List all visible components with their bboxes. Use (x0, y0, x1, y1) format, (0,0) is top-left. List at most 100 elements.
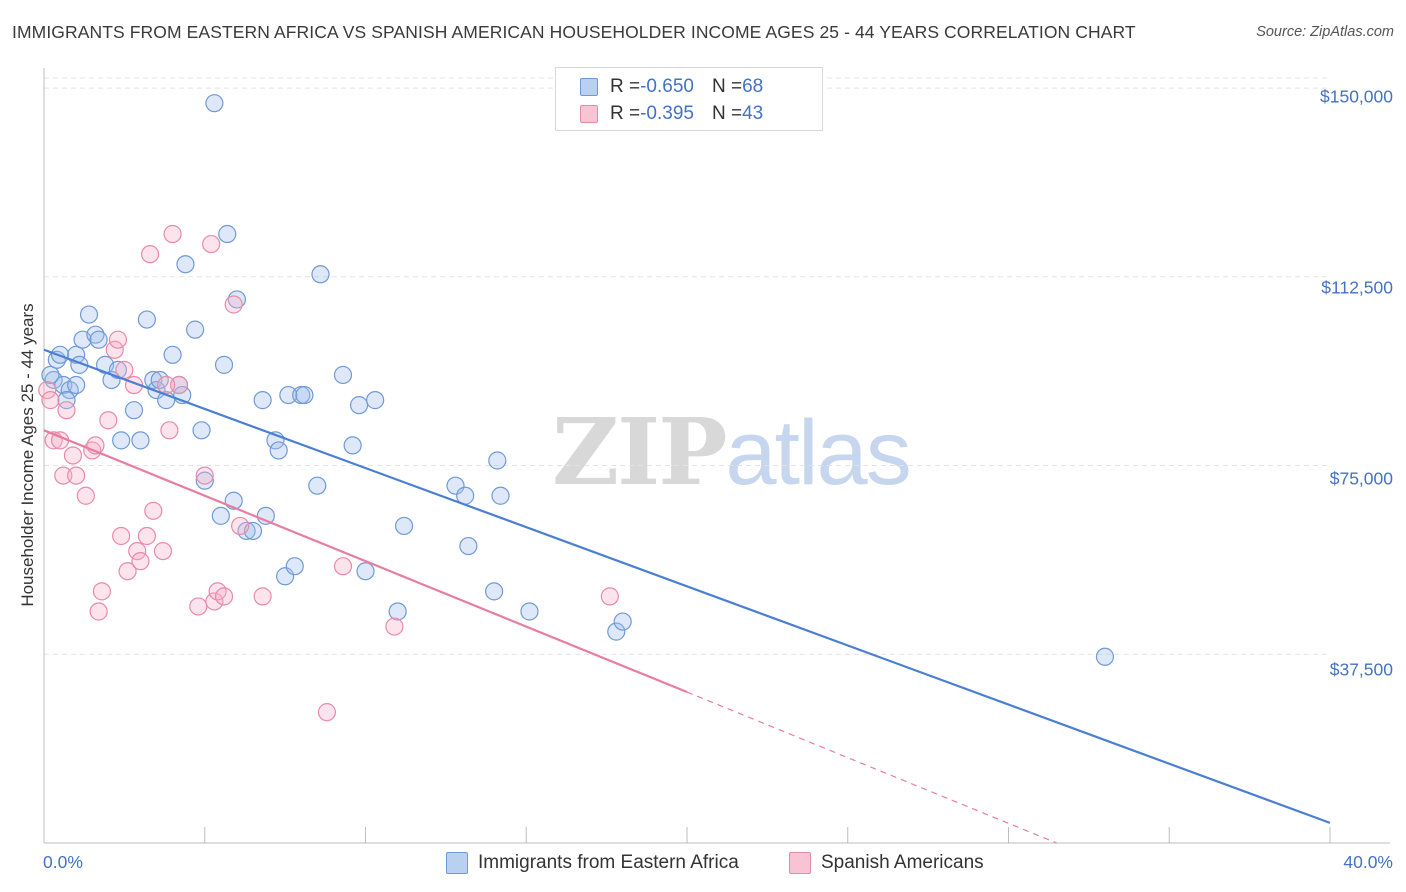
eastern-africa-point (89, 330, 108, 349)
eastern-africa-point (205, 94, 224, 113)
eastern-africa-point (285, 557, 304, 576)
eastern-africa-trendline (43, 348, 1331, 824)
eastern-africa-point (349, 396, 369, 415)
spanish-americans-point (317, 703, 337, 722)
eastern-africa-point (269, 441, 288, 460)
spanish-americans-point (89, 602, 108, 621)
y-tick-label-150000: $150,000 (1320, 86, 1393, 107)
spanish-americans-point (38, 380, 57, 400)
eastern-africa-point (192, 421, 211, 440)
legend-item-eastern-africa[interactable]: Immigrants from Eastern Africa (446, 852, 739, 874)
eastern-africa-point (211, 506, 230, 525)
eastern-africa-point (488, 451, 507, 470)
eastern-africa-point (86, 325, 105, 344)
eastern-africa-point (394, 516, 414, 536)
eastern-africa-point (607, 622, 626, 641)
source-label: Source: ZipAtlas.com (1256, 24, 1394, 40)
spanish-americans-point (57, 401, 76, 420)
spanish-americans-point (92, 582, 111, 601)
spanish-americans-point (67, 466, 86, 485)
spanish-americans-point (189, 597, 208, 616)
spanish-americans-point (54, 466, 73, 485)
eastern-africa-point (57, 391, 76, 410)
eastern-africa-point (131, 431, 150, 450)
eastern-africa-point (253, 391, 272, 410)
y-tick-label-75000: $75,000 (1329, 468, 1393, 489)
spanish-americans-point (195, 466, 214, 485)
stats-n-label: N = (711, 76, 743, 97)
spanish-americans-point (137, 526, 156, 546)
spanish-americans-point (231, 516, 250, 536)
eastern-africa-point (366, 391, 385, 410)
eastern-africa-point (256, 506, 275, 525)
legend-swatch-pink (789, 852, 811, 874)
spanish-americans-point (140, 245, 160, 264)
eastern-africa-point (44, 370, 63, 390)
spanish-americans-point (153, 541, 173, 561)
eastern-africa-point (311, 265, 330, 284)
spanish-americans-point (202, 234, 221, 254)
spanish-americans-point (41, 391, 60, 410)
eastern-africa-point (108, 360, 128, 380)
zipatlas-watermark: ZIPatlas (552, 398, 912, 506)
eastern-africa-point (214, 355, 234, 374)
spanish-americans-point (385, 617, 404, 636)
stats-n-value: 43 (742, 103, 764, 124)
stats-row-eastern-africa: R = -0.650 N = 68 (556, 73, 763, 101)
legend-item-spanish-americans[interactable]: Spanish Americans (789, 852, 984, 874)
spanish-americans-trendline (43, 429, 688, 694)
eastern-africa-point (218, 224, 237, 244)
eastern-africa-point (1095, 647, 1115, 666)
spanish-americans-point (105, 340, 124, 359)
spanish-americans-point (63, 446, 83, 465)
stats-n-value: 68 (742, 76, 764, 97)
eastern-africa-point (186, 320, 205, 339)
spanish-americans-point (160, 421, 179, 440)
spanish-americans-point (205, 592, 224, 611)
eastern-africa-point (388, 602, 407, 621)
eastern-africa-point (227, 290, 246, 309)
stats-row-spanish-americans: R = -0.395 N = 43 (556, 100, 763, 128)
spanish-americans-trendline-extension (686, 691, 1057, 844)
eastern-africa-point (112, 431, 131, 450)
eastern-africa-point (520, 602, 539, 621)
legend-label: Immigrants from Eastern Africa (478, 852, 739, 873)
eastern-africa-point (308, 476, 327, 495)
eastern-africa-point (163, 345, 182, 364)
eastern-africa-point (67, 375, 86, 395)
spanish-americans-point (253, 587, 272, 606)
eastern-africa-point (343, 436, 362, 455)
eastern-africa-point (459, 536, 478, 556)
eastern-africa-point (295, 385, 314, 405)
eastern-africa-point (333, 365, 353, 385)
eastern-africa-point (124, 401, 144, 420)
eastern-africa-point (79, 305, 99, 324)
stats-swatch-pink (580, 105, 598, 123)
x-tick-label-min: 0.0% (43, 852, 83, 872)
eastern-africa-point (613, 612, 632, 631)
spanish-americans-point (115, 360, 134, 380)
watermark-atlas: atlas (725, 402, 911, 504)
y-axis-label: Householder Income Ages 25 - 44 years (18, 303, 37, 607)
chart-title: IMMIGRANTS FROM EASTERN AFRICA VS SPANIS… (12, 22, 1136, 42)
eastern-africa-point (491, 486, 510, 505)
spanish-americans-point (157, 375, 176, 395)
legend-swatch-blue (446, 852, 468, 874)
spanish-americans-point (108, 330, 128, 349)
y-tick-label-112500: $112,500 (1321, 277, 1393, 298)
spanish-americans-point (118, 562, 137, 581)
spanish-americans-point (144, 501, 163, 520)
spanish-americans-point (169, 375, 189, 395)
eastern-africa-point (176, 255, 195, 274)
stats-n-label: N = (711, 103, 743, 124)
stats-swatch-blue (580, 78, 598, 96)
spanish-americans-point (224, 295, 243, 314)
stats-r-value: -0.650 (640, 76, 694, 97)
stats-r-value: -0.395 (640, 103, 694, 124)
spanish-americans-point (131, 552, 150, 571)
spanish-americans-point (99, 411, 118, 430)
eastern-africa-point (195, 471, 214, 490)
eastern-africa-point (279, 385, 298, 405)
stats-r-label: R = (610, 76, 641, 97)
